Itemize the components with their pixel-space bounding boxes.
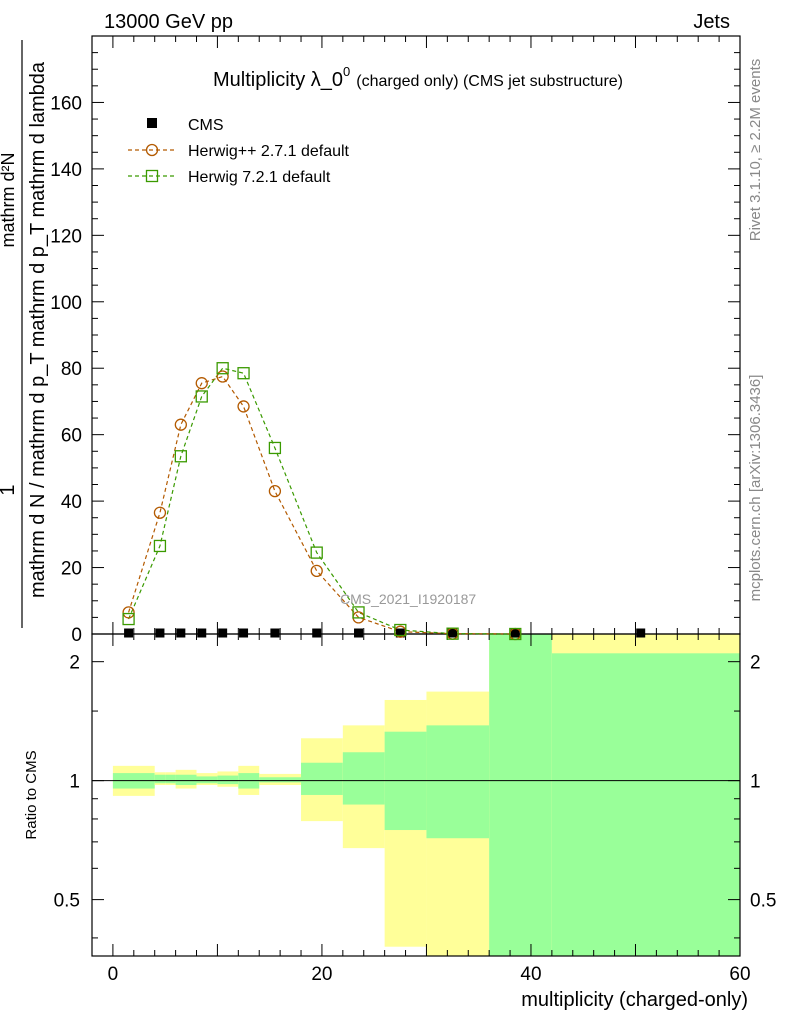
cms-data-point bbox=[312, 628, 322, 638]
legend-marker-herwigpp bbox=[145, 143, 159, 157]
herwigpp-data-point bbox=[216, 370, 229, 383]
cms-data-point bbox=[395, 628, 405, 638]
herwigpp-data-point bbox=[237, 400, 250, 413]
herwig7-data-point bbox=[237, 367, 250, 380]
chart-title-subtitle: (charged only) (CMS jet substructure) bbox=[356, 73, 623, 90]
main-y-tick-label: 140 bbox=[50, 160, 82, 181]
cms-data-point bbox=[176, 628, 186, 638]
chart-title: Multiplicity λ_00 (charged only) (CMS jet… bbox=[213, 64, 623, 91]
ratio-y-tick-label-right: 0.5 bbox=[750, 891, 776, 912]
x-tick-label: 0 bbox=[108, 964, 119, 985]
series-line-2 bbox=[128, 367, 516, 635]
rivet-version-text: Rivet 3.1.10, ≥ 2.2M events bbox=[747, 59, 764, 242]
ratio-stat-band-2 bbox=[165, 774, 176, 784]
herwig7-data-point bbox=[268, 441, 282, 455]
herwigpp-data-point bbox=[268, 484, 282, 498]
ratio-stat-band-5 bbox=[217, 775, 239, 785]
herwig7-data-point bbox=[216, 362, 229, 375]
legend: CMS Herwig++ 2.7.1 default Herwig 7.2.1 … bbox=[128, 117, 350, 186]
herwig7-data-point bbox=[446, 627, 459, 640]
ratio-stat-band-4 bbox=[196, 776, 218, 784]
herwigpp-data-point bbox=[195, 377, 208, 390]
herwig7-data-point bbox=[195, 390, 208, 403]
ratio-y-tick-label-left: 1 bbox=[69, 772, 80, 793]
main-y-tick-label: 120 bbox=[50, 226, 82, 247]
ratio-stat-band-1 bbox=[154, 774, 166, 784]
mcplots-url-text: mcplots.cern.ch [arXiv:1306.3436] bbox=[747, 375, 764, 602]
rivet-side-label: Rivet 3.1.10, ≥ 2.2M events bbox=[747, 59, 764, 242]
ratio-stat-band-3 bbox=[175, 774, 197, 785]
ratio-stat-band-8 bbox=[301, 762, 343, 795]
legend-label-cms: CMS bbox=[188, 117, 224, 134]
ratio-y-axis-label-text: Ratio to CMS bbox=[23, 750, 40, 839]
main-y-tick-label: 100 bbox=[50, 293, 82, 314]
ratio-plot-frame bbox=[91, 633, 741, 957]
main-y-axis-label-denominator: mathrm d N / mathrm d p_T mathrm d p_T m… bbox=[27, 61, 49, 598]
ratio-stat-band-13 bbox=[551, 653, 740, 956]
cms-data-point bbox=[270, 628, 280, 638]
header-right-label: Jets bbox=[693, 11, 730, 33]
ratio-y-tick-label-right: 1 bbox=[750, 772, 761, 793]
main-y-axis-label-one: 1 bbox=[0, 484, 19, 495]
cms-data-point bbox=[636, 628, 646, 638]
main-y-axis-label-numerator-one: 1 bbox=[0, 484, 19, 495]
legend-label-herwig7: Herwig 7.2.1 default bbox=[188, 169, 331, 186]
herwig7-data-point bbox=[153, 539, 167, 553]
ratio-y-tick-label-left: 2 bbox=[69, 653, 80, 674]
legend-marker-herwig7 bbox=[145, 169, 159, 183]
cms-data-point bbox=[510, 628, 520, 638]
mcplots-side-label: mcplots.cern.ch [arXiv:1306.3436] bbox=[747, 375, 764, 602]
herwig7-data-point bbox=[310, 546, 323, 559]
cms-data-point bbox=[155, 628, 165, 638]
main-y-tick-label: 80 bbox=[61, 359, 82, 380]
ratio-y-tick-label-right: 2 bbox=[750, 653, 761, 674]
herwig7-data-point bbox=[174, 450, 187, 463]
legend-label-herwigpp: Herwig++ 2.7.1 default bbox=[188, 143, 350, 160]
herwigpp-data-point bbox=[310, 564, 323, 578]
x-tick-label: 20 bbox=[311, 964, 332, 985]
cms-data-point bbox=[239, 628, 249, 638]
cms-data-point bbox=[197, 628, 207, 638]
herwig7-data-point bbox=[122, 612, 135, 626]
main-y-tick-label: 40 bbox=[61, 492, 82, 513]
analysis-watermark: CMS_2021_I1920187 bbox=[340, 591, 476, 607]
ratio-stat-band-9 bbox=[342, 752, 385, 805]
header-left-label: 13000 GeV pp bbox=[104, 11, 233, 33]
x-tick-label: 40 bbox=[520, 964, 541, 985]
cms-data-point bbox=[218, 628, 228, 638]
main-y-axis-label-right: mathrm d²N bbox=[0, 152, 18, 247]
main-y-axis-label: mathrm d N / mathrm d p_T mathrm d p_T m… bbox=[27, 61, 49, 598]
ratio-stat-band-11 bbox=[426, 725, 490, 839]
ratio-y-axis-label: Ratio to CMS bbox=[23, 750, 40, 839]
x-axis-label: multiplicity (charged-only) bbox=[521, 989, 748, 1011]
chart-title-superscript: 0 bbox=[343, 64, 350, 79]
cms-data-point bbox=[448, 628, 458, 638]
main-y-tick-label: 20 bbox=[61, 559, 82, 580]
herwigpp-data-point bbox=[174, 418, 187, 431]
series-line-1 bbox=[128, 375, 516, 635]
x-tick-label: 60 bbox=[729, 964, 750, 985]
herwigpp-data-point bbox=[122, 606, 135, 619]
ratio-stat-band-7 bbox=[259, 777, 302, 783]
chart-title-main: Multiplicity λ_0 bbox=[213, 69, 343, 91]
herwig7-data-point bbox=[394, 623, 407, 637]
cms-data-point bbox=[354, 628, 364, 638]
legend-marker-cms bbox=[147, 118, 157, 128]
herwigpp-data-point bbox=[153, 506, 167, 519]
herwig7-data-point bbox=[509, 627, 522, 641]
herwig7-data-point bbox=[352, 606, 365, 619]
ratio-stat-band-12 bbox=[489, 634, 552, 956]
ratio-y-tick-label-left: 0.5 bbox=[54, 891, 80, 912]
main-y-tick-label: 60 bbox=[61, 426, 82, 447]
main-y-tick-label: 0 bbox=[71, 625, 82, 646]
main-y-axis-label-d2n: mathrm d²N bbox=[0, 152, 18, 247]
cms-data-point bbox=[124, 628, 134, 638]
main-y-tick-label: 160 bbox=[50, 93, 82, 114]
